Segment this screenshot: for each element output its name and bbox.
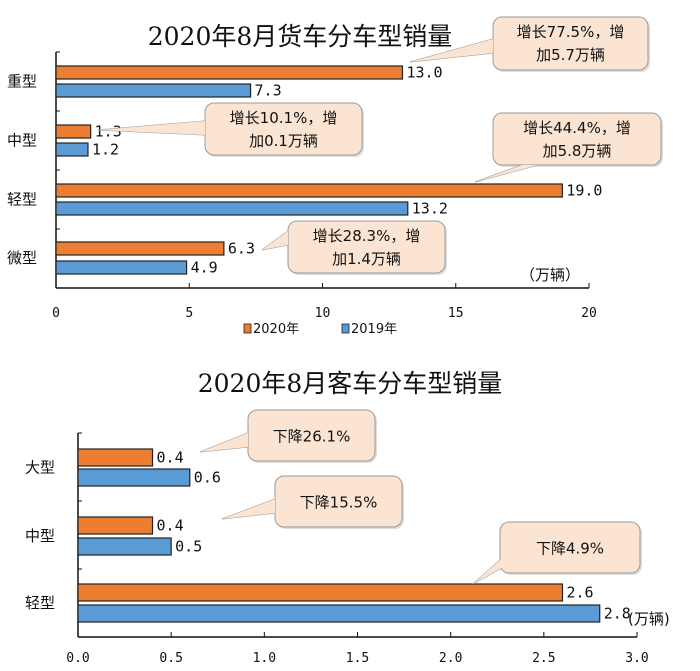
bus-data-label: 0.6 [194, 469, 221, 487]
truck-callout-text: 加0.1万辆 [249, 132, 318, 150]
truck-bar-2020 [55, 241, 225, 256]
truck-legend-label: 2020年 [253, 322, 299, 337]
truck-category-label: 微型 [7, 249, 37, 267]
truck-callout-text: 增长28.3%，增 [313, 227, 421, 245]
bus-bar-2020 [77, 516, 154, 535]
truck-bar-2020 [55, 65, 404, 80]
truck-data-label: 4.9 [191, 259, 218, 277]
truck-callout-text: 加5.8万辆 [543, 142, 612, 160]
truck-callout-pointer-fill [262, 231, 288, 250]
bus-category-label: 中型 [25, 527, 55, 545]
truck-legend-swatch [243, 323, 252, 334]
truck-callout-text: 加5.7万辆 [536, 46, 605, 64]
bus-callout-box [499, 521, 641, 574]
truck-x-tick-label: 20 [581, 306, 597, 321]
truck-x-tick-label: 15 [448, 306, 464, 321]
truck-x-tick-label: 5 [185, 306, 193, 321]
bus-category-label: 轻型 [25, 594, 55, 612]
truck-category-label: 中型 [7, 132, 37, 150]
bus-x-tick-label: 2.5 [532, 651, 555, 666]
bus-category-label: 大型 [25, 459, 55, 477]
bus-x-tick-label: 0.0 [66, 651, 89, 666]
truck-data-label: 13.0 [406, 64, 442, 82]
bus-x-tick-label: 1.0 [253, 651, 276, 666]
bus-callout-text: 下降15.5% [300, 494, 378, 512]
truck-bar-2019 [55, 142, 89, 157]
truck-category-label: 轻型 [7, 191, 37, 209]
truck-callout-pointer-fill [475, 165, 538, 182]
truck-data-label: 6.3 [228, 240, 255, 258]
truck-callout-pointer-fill [410, 39, 493, 62]
truck-bar-2020 [55, 124, 92, 139]
truck-x-tick-label: 10 [315, 306, 331, 321]
truck-data-label: 19.0 [566, 182, 602, 200]
truck-x-tick-label: 0 [52, 306, 60, 321]
bus-callout-pointer-fill [222, 499, 275, 519]
truck-category-label: 重型 [7, 73, 37, 91]
bus-data-label: 0.5 [175, 538, 202, 556]
bus-data-label: 2.6 [566, 584, 593, 602]
bus-callout-text: 下降4.9% [536, 540, 604, 558]
bus-callout-pointer-fill [473, 560, 516, 584]
truck-callout-text: 加1.4万辆 [332, 250, 401, 268]
bus-x-tick-label: 2.0 [439, 651, 462, 666]
bus-bar-2019 [77, 537, 172, 556]
truck-callout-pointer-fill [98, 121, 205, 135]
bus-x-tick-label: 3.0 [625, 651, 648, 666]
bus-x-tick-label: 0.5 [159, 651, 182, 666]
bus-unit-label: (万辆) [628, 610, 670, 628]
truck-data-label: 7.3 [255, 82, 282, 100]
bus-data-label: 2.8 [604, 605, 631, 623]
bus-callout-pointer-fill [200, 433, 248, 452]
truck-chart-title: 2020年8月货车分车型销量 [148, 22, 453, 51]
bus-bar-2019 [77, 604, 601, 623]
bus-data-label: 0.4 [157, 449, 184, 467]
truck-bar-2019 [55, 260, 188, 275]
truck-callout-box [492, 112, 662, 166]
bus-bar-2019 [77, 468, 191, 487]
truck-legend-label: 2019年 [351, 322, 397, 337]
bus-chart-title: 2020年8月客车分车型销量 [198, 369, 503, 398]
truck-bar-2019 [55, 201, 409, 216]
bus-bar-2020 [77, 448, 154, 467]
truck-bar-2020 [55, 183, 563, 198]
truck-data-label: 1.2 [92, 141, 119, 159]
truck-callout-text: 增长44.4%，增 [523, 119, 631, 137]
truck-data-label: 13.2 [412, 200, 448, 218]
truck-bar-2019 [55, 83, 252, 98]
bus-bar-2020 [77, 583, 564, 602]
truck-unit-label: （万辆） [520, 266, 580, 284]
truck-data-label: 1.3 [95, 123, 122, 141]
bus-callout-text: 下降26.1% [273, 428, 351, 446]
truck-legend-swatch [341, 323, 350, 334]
truck-callout-text: 增长10.1%，增 [230, 109, 338, 127]
bus-x-tick-label: 1.5 [346, 651, 369, 666]
truck-callout-box [287, 220, 446, 274]
bus-data-label: 0.4 [157, 517, 184, 535]
truck-callout-text: 增长77.5%，增 [517, 23, 625, 41]
